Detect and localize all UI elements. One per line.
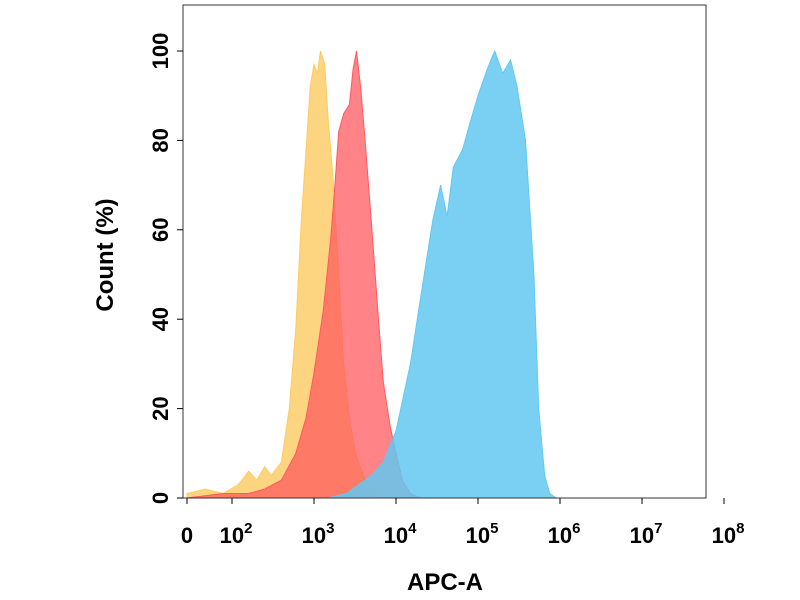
y-tick-label: 100 xyxy=(148,33,173,70)
x-tick-label: 107 xyxy=(630,520,663,548)
series-layer xyxy=(186,49,558,499)
x-tick-label: 108 xyxy=(712,520,745,548)
x-tick-label: 105 xyxy=(466,520,499,548)
y-tick-label: 0 xyxy=(148,492,173,504)
y-tick-label: 40 xyxy=(148,307,173,331)
y-axis-title: Count (%) xyxy=(92,198,119,311)
y-tick-label: 80 xyxy=(148,128,173,152)
y-tick-label: 20 xyxy=(148,396,173,420)
x-tick-label: 106 xyxy=(548,520,581,548)
tick-layer: 0 20 40 60 80 100 0 102 103 104 105 106 107 108 xyxy=(148,33,744,548)
x-tick-label: 104 xyxy=(384,520,417,548)
histogram-series-3 xyxy=(328,49,558,499)
x-tick-label: 102 xyxy=(220,520,253,548)
y-tick-label: 60 xyxy=(148,218,173,242)
x-tick-label: 103 xyxy=(302,520,335,548)
x-axis-title: APC-A xyxy=(407,569,483,596)
x-tick-label: 0 xyxy=(181,523,193,548)
plot-frame xyxy=(182,4,707,499)
